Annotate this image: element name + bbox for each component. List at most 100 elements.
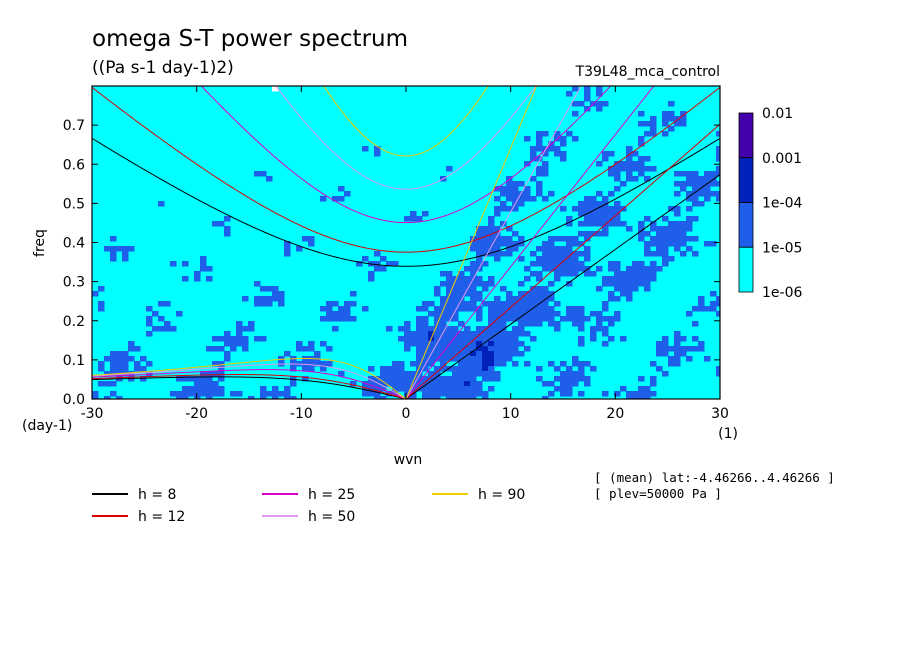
- heatmap-cell: [452, 291, 459, 297]
- heatmap-cell: [452, 396, 459, 399]
- heatmap-cell: [644, 241, 651, 247]
- heatmap-cell: [374, 146, 381, 152]
- heatmap-cell: [500, 251, 507, 257]
- heatmap-cell: [146, 306, 153, 312]
- heatmap-cell: [422, 376, 429, 382]
- heatmap-cell: [644, 286, 651, 292]
- heatmap-cell: [614, 296, 621, 302]
- heatmap-cell: [500, 306, 507, 312]
- heatmap-cell: [560, 316, 567, 322]
- heatmap-cell: [440, 391, 447, 397]
- heatmap-cell: [680, 336, 687, 342]
- heatmap-cell: [512, 231, 519, 237]
- heatmap-cell: [638, 236, 645, 242]
- heatmap-cell: [464, 291, 471, 297]
- heatmap-cell: [416, 351, 423, 357]
- heatmap-cell: [248, 321, 255, 327]
- heatmap-cell: [536, 181, 543, 187]
- heatmap-cell: [422, 316, 429, 322]
- heatmap-cell: [680, 116, 687, 122]
- x-tick-label: -30: [81, 406, 104, 422]
- heatmap-cell: [326, 306, 333, 312]
- heatmap-cell: [536, 311, 543, 317]
- heatmap-cell: [566, 241, 573, 247]
- colorbar-label: 1e-06: [762, 285, 802, 301]
- heatmap-cell: [464, 371, 471, 377]
- heatmap-cell: [404, 336, 411, 342]
- heatmap-cell: [698, 306, 705, 312]
- heatmap-cell: [542, 381, 549, 387]
- heatmap-cell: [128, 356, 135, 362]
- heatmap-cell: [590, 336, 597, 342]
- heatmap-cell: [572, 381, 579, 387]
- heatmap-cell: [500, 241, 507, 247]
- heatmap-cell: [548, 381, 555, 387]
- heatmap-cell: [518, 331, 525, 337]
- heatmap-cell: [320, 306, 327, 312]
- heatmap-cell: [182, 396, 189, 399]
- heatmap-cell: [578, 366, 585, 372]
- heatmap-cell: [470, 366, 477, 372]
- heatmap-cell: [554, 276, 561, 282]
- heatmap-cell: [446, 386, 453, 392]
- heatmap-cell: [488, 366, 495, 372]
- heatmap-cell: [590, 211, 597, 217]
- heatmap-cell: [620, 281, 627, 287]
- heatmap-cell: [374, 251, 381, 257]
- heatmap-cell: [620, 271, 627, 277]
- heatmap-cell: [476, 306, 483, 312]
- heatmap-cell: [458, 291, 465, 297]
- heatmap-cell: [710, 181, 717, 187]
- heatmap-cell: [710, 291, 717, 297]
- heatmap-cell: [506, 191, 513, 197]
- heatmap-cell: [548, 261, 555, 267]
- heatmap-cell: [530, 151, 537, 157]
- heatmap-cell: [470, 356, 477, 362]
- heatmap-cell: [524, 346, 531, 352]
- heatmap-cell: [308, 241, 315, 247]
- heatmap-cell: [392, 381, 399, 387]
- heatmap-cell: [272, 296, 279, 302]
- heatmap-cell: [434, 306, 441, 312]
- heatmap-cell: [650, 261, 657, 267]
- heatmap-cell: [410, 331, 417, 337]
- heatmap-cell: [416, 381, 423, 387]
- heatmap-cell: [614, 206, 621, 212]
- heatmap-cell: [524, 191, 531, 197]
- heatmap-cell: [470, 266, 477, 272]
- heatmap-cell: [494, 326, 501, 332]
- heatmap-cell: [704, 356, 711, 362]
- heatmap-cell: [506, 291, 513, 297]
- heatmap-cell: [662, 121, 669, 127]
- heatmap-cell: [608, 166, 615, 172]
- heatmap-cell: [482, 361, 489, 367]
- heatmap-cell: [620, 286, 627, 292]
- heatmap-cell: [116, 396, 123, 399]
- heatmap-cell: [476, 331, 483, 337]
- heatmap-cell: [548, 311, 555, 317]
- heatmap-cell: [590, 271, 597, 277]
- heatmap-cell: [602, 281, 609, 287]
- heatmap-cell: [224, 356, 231, 362]
- y-tick-label: 0.2: [63, 314, 85, 330]
- heatmap-cell: [608, 266, 615, 272]
- heatmap-cell: [356, 261, 363, 267]
- heatmap-cell: [410, 381, 417, 387]
- heatmap-cell: [698, 301, 705, 307]
- heatmap-cell: [536, 276, 543, 282]
- heatmap-cell: [680, 226, 687, 232]
- heatmap-cell: [680, 351, 687, 357]
- heatmap-cell: [650, 276, 657, 282]
- heatmap-cell: [416, 331, 423, 337]
- heatmap-cell: [602, 216, 609, 222]
- heatmap-cell: [566, 311, 573, 317]
- heatmap-cell: [374, 376, 381, 382]
- heatmap-cell: [494, 296, 501, 302]
- heatmap-cell: [422, 346, 429, 352]
- heatmap-cell: [278, 356, 285, 362]
- heatmap-cell: [278, 391, 285, 397]
- heatmap-cell: [464, 346, 471, 352]
- heatmap-cell: [416, 321, 423, 327]
- gravity-wave-curve: [92, 137, 720, 267]
- heatmap-cell: [374, 266, 381, 272]
